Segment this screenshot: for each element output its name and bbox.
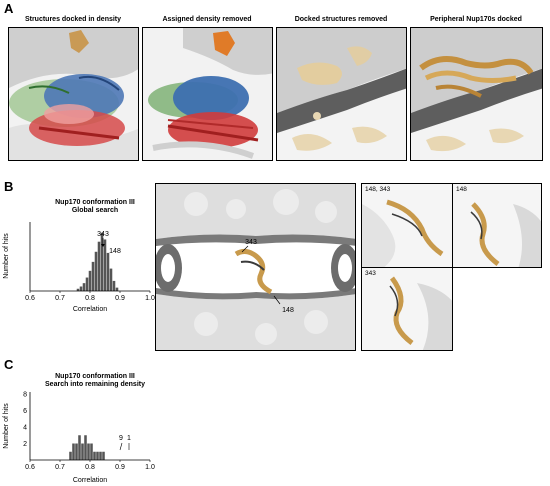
tile-structures-docked <box>8 27 139 161</box>
hist-bar <box>115 287 119 291</box>
tile-title-4: Peripheral Nup170s docked <box>430 16 522 23</box>
tile-3-render <box>277 28 406 160</box>
hist-c-title-2: Search into remaining density <box>45 381 145 388</box>
zoom-148-343-render <box>362 184 452 267</box>
hist-bar <box>72 443 75 460</box>
center-label-148: 148 <box>282 307 294 314</box>
hist-bar <box>94 251 98 291</box>
hist-bar <box>76 288 80 291</box>
pore-center-render: 343 148 <box>156 184 355 350</box>
x-tick-label: 1.0 <box>145 295 155 302</box>
y-tick-label: 2 <box>23 441 27 448</box>
x-tick-label: 0.9 <box>115 295 125 302</box>
hist-bar <box>90 443 93 460</box>
hist-b-bars <box>76 232 119 291</box>
x-tick-label: 0.9 <box>115 464 125 471</box>
x-tick-label: 0.6 <box>25 295 35 302</box>
hist-bar <box>109 268 113 291</box>
hist-bar <box>97 241 101 291</box>
zoom-label-148-343: 148, 343 <box>365 186 391 193</box>
x-tick-label: 0.7 <box>55 295 65 302</box>
hist-bar <box>79 286 83 291</box>
hist-c-label-1: 1 <box>127 435 131 442</box>
hist-b-ylabel: Number of hits <box>3 233 10 279</box>
zoom-label-343: 343 <box>365 270 376 277</box>
zoom-343-render <box>362 268 452 350</box>
y-tick-label: 6 <box>23 408 27 415</box>
hist-bar <box>78 435 81 460</box>
y-tick-label: 8 <box>23 392 27 399</box>
hist-bar <box>96 451 99 460</box>
tile-1-render <box>9 28 138 160</box>
histogram-global-search: 0.6 0.7 0.8 0.9 1.0 Number of hits Correlati… <box>3 222 155 313</box>
x-tick-label: 0.7 <box>55 464 65 471</box>
x-tick-label: 1.0 <box>145 464 155 471</box>
hist-bar <box>103 239 107 291</box>
hist-bar <box>99 451 102 460</box>
hist-bar <box>82 283 86 291</box>
hist-b-xticks: 0.6 0.7 0.8 0.9 1.0 <box>25 291 155 302</box>
pore-center-view: 343 148 <box>155 183 356 351</box>
tile-title-2: Assigned density removed <box>162 16 252 23</box>
hist-b-arrowhead-343 <box>101 244 105 247</box>
histogram-remaining-density: 0.6 0.7 0.8 0.9 1.0 2 4 6 8 Number of hits Corr… <box>3 392 155 485</box>
center-label-343: 343 <box>245 239 257 246</box>
hist-b-label-343: 343 <box>97 231 109 238</box>
x-tick-label: 0.6 <box>25 464 35 471</box>
hist-bar <box>81 443 84 460</box>
hist-c-label-9: 9 <box>119 435 123 442</box>
y-tick-label: 4 <box>23 425 27 432</box>
zoom-148-343: 148, 343 <box>361 183 453 268</box>
hist-c-xlabel: Correlation <box>73 477 107 484</box>
tile-assigned-removed <box>142 27 273 161</box>
panel-c-letter: C <box>4 357 14 372</box>
zoom-148: 148 <box>452 183 542 268</box>
hist-bar <box>93 451 96 460</box>
hist-bar <box>91 261 95 291</box>
panel-b-letter: B <box>4 179 14 194</box>
tile-docked-removed <box>276 27 407 161</box>
hist-bar <box>84 435 87 460</box>
hist-c-xticks: 0.6 0.7 0.8 0.9 1.0 <box>25 460 155 471</box>
hist-bar <box>106 252 110 291</box>
x-tick-label: 0.8 <box>85 464 95 471</box>
zoom-label-148: 148 <box>456 186 467 193</box>
panel-a-letter: A <box>4 1 14 16</box>
hist-bar <box>102 451 105 460</box>
zoom-148-render <box>453 184 541 267</box>
hist-c-ylabel: Number of hits <box>3 403 10 449</box>
zoom-343: 343 <box>361 267 453 351</box>
tile-title-3: Docked structures removed <box>294 16 388 23</box>
hist-bar <box>112 280 116 291</box>
tile-4-render <box>411 28 542 160</box>
hist-bar <box>100 232 104 291</box>
hist-b-title-2: Global search <box>71 207 119 214</box>
hist-bar <box>88 270 92 291</box>
tile-title-1: Structures docked in density <box>24 16 122 23</box>
hist-b-label-148: 148 <box>109 248 121 255</box>
tile-2-render <box>143 28 272 160</box>
tile-peripheral-docked <box>410 27 543 161</box>
x-tick-label: 0.8 <box>85 295 95 302</box>
hist-b-title-1: Nup170 conformation III <box>55 199 135 206</box>
hist-c-bars <box>69 435 105 460</box>
hist-c-yticks: 2 4 6 8 <box>23 392 27 449</box>
hist-b-xlabel: Correlation <box>73 306 107 313</box>
hist-bar <box>69 451 72 460</box>
hist-bar <box>75 443 78 460</box>
hist-c-title-1: Nup170 conformation III <box>55 373 135 380</box>
hist-bar <box>87 443 90 460</box>
hist-bar <box>85 277 89 291</box>
